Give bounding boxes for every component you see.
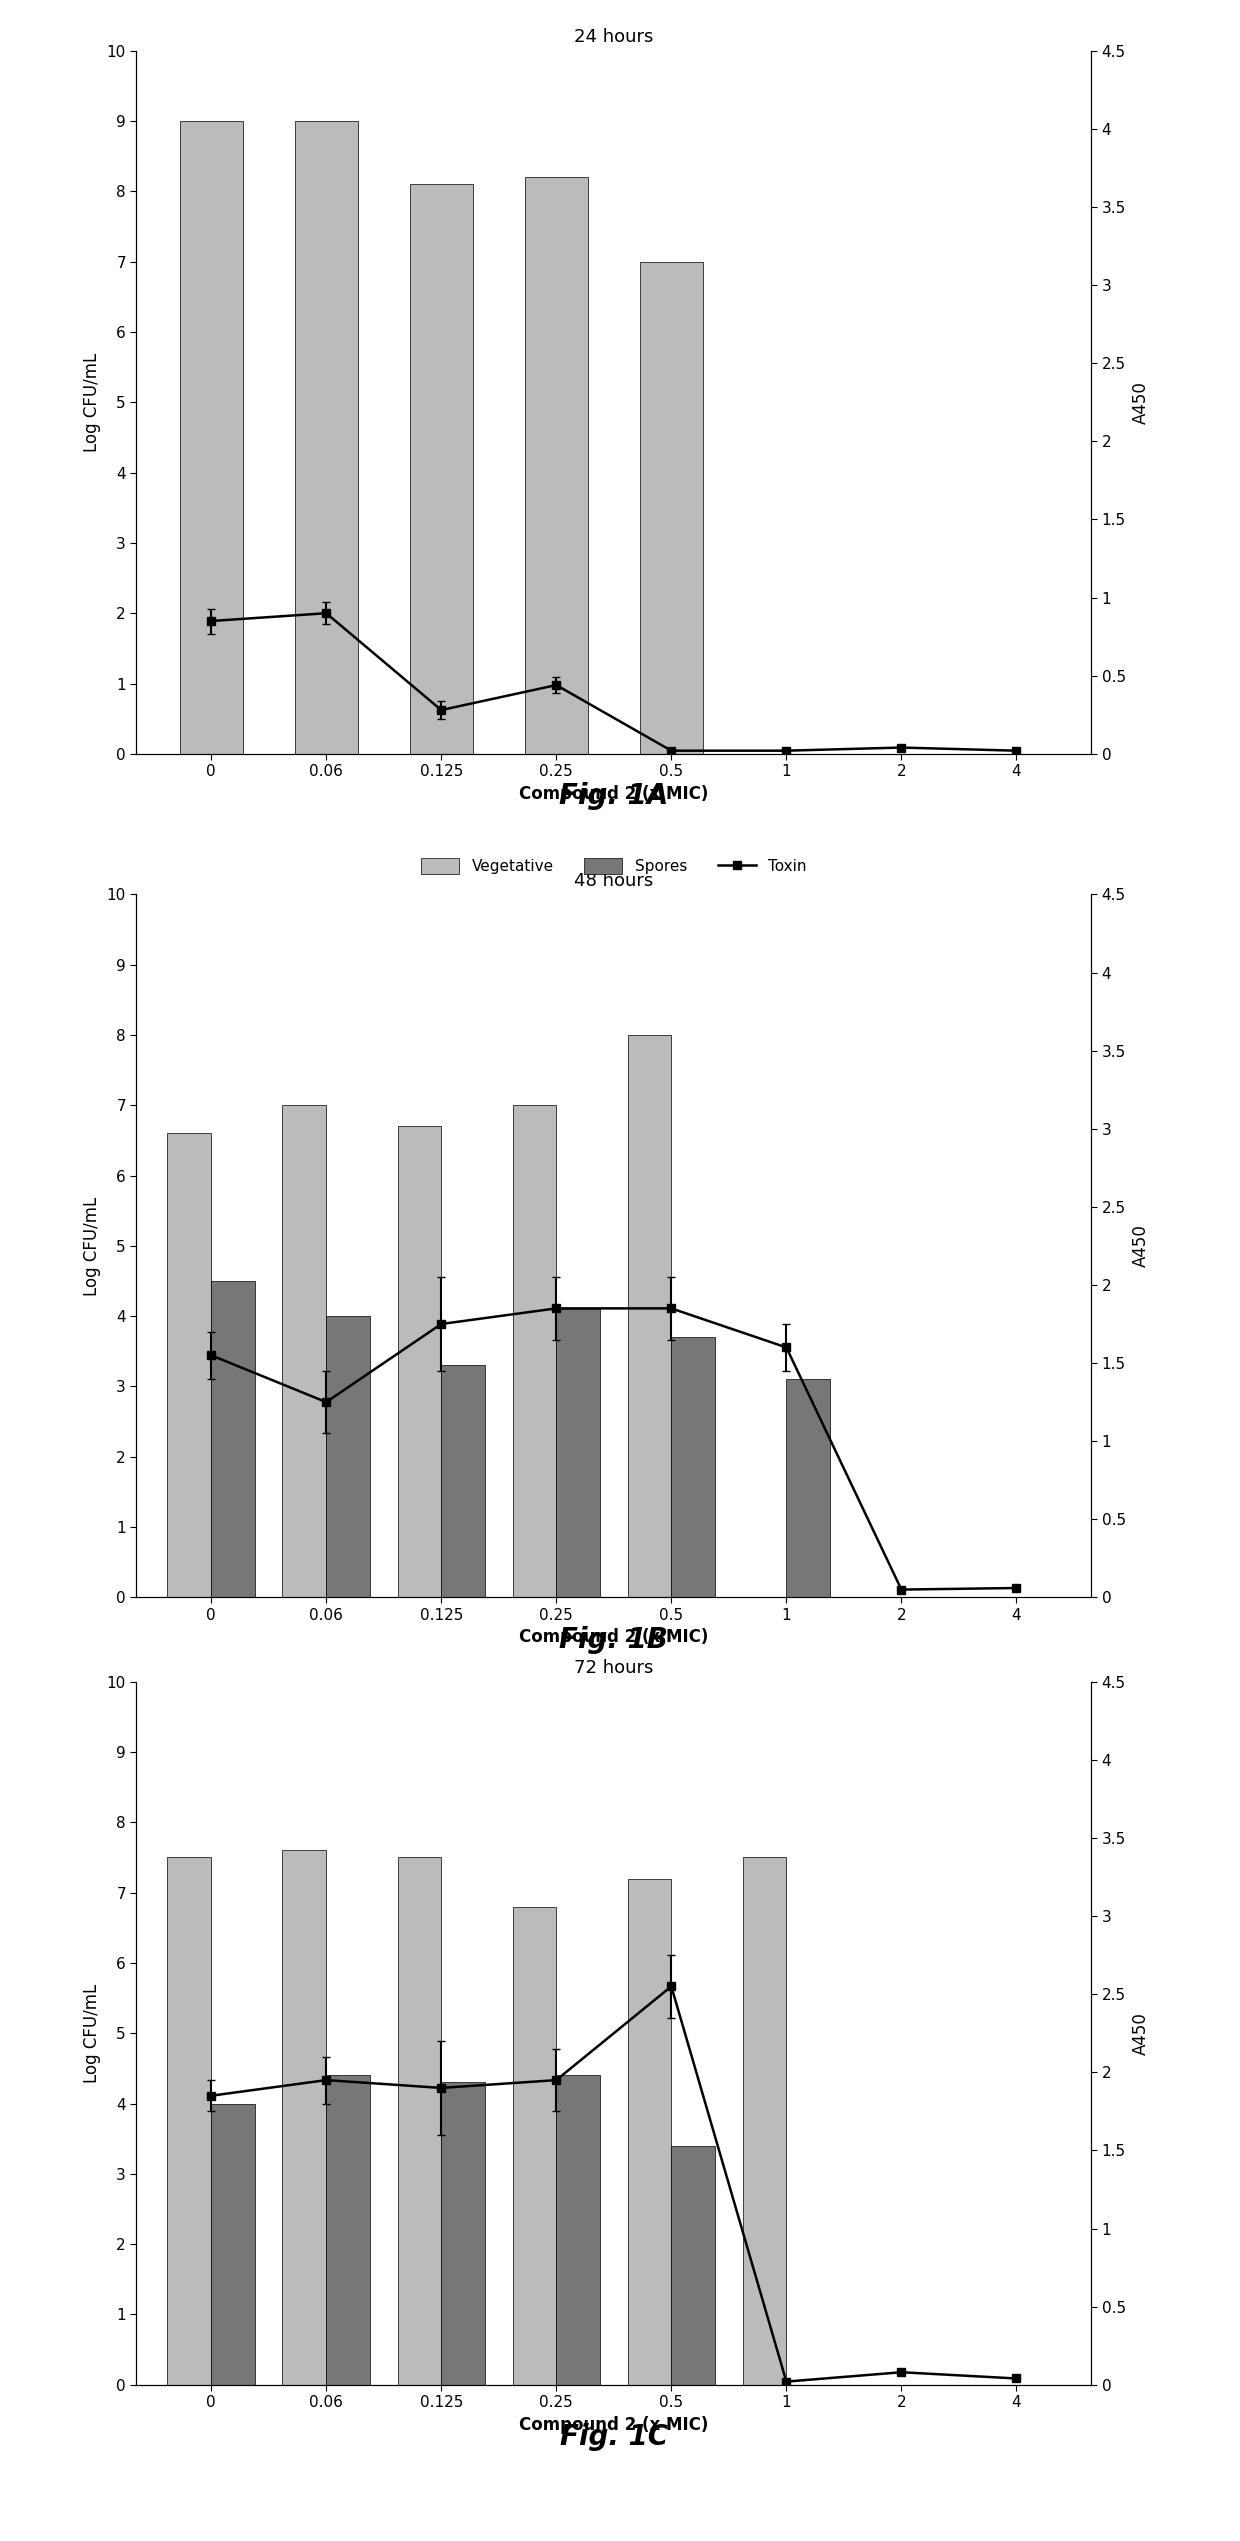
Bar bbox=[627, 1878, 671, 2386]
X-axis label: Compound 2 (x MIC): Compound 2 (x MIC) bbox=[520, 2416, 708, 2434]
Bar bbox=[557, 1309, 600, 1598]
Bar bbox=[512, 1105, 557, 1598]
Text: Fig. 1C: Fig. 1C bbox=[559, 2424, 668, 2452]
Bar bbox=[326, 2076, 370, 2386]
Bar bbox=[283, 1850, 326, 2386]
Bar bbox=[398, 1857, 441, 2386]
Y-axis label: A450: A450 bbox=[1131, 2012, 1149, 2056]
Bar bbox=[786, 1380, 830, 1598]
Bar bbox=[283, 1105, 326, 1598]
Y-axis label: Log CFU/mL: Log CFU/mL bbox=[83, 1197, 102, 1296]
Y-axis label: Log CFU/mL: Log CFU/mL bbox=[83, 1985, 102, 2084]
X-axis label: Compound 2 (x MIC): Compound 2 (x MIC) bbox=[520, 785, 708, 803]
Bar bbox=[211, 2104, 255, 2386]
Bar bbox=[441, 1365, 485, 1598]
Bar bbox=[525, 178, 588, 755]
Bar bbox=[167, 1133, 211, 1598]
Title: 48 hours: 48 hours bbox=[574, 872, 653, 889]
Bar bbox=[409, 185, 472, 755]
Y-axis label: A450: A450 bbox=[1131, 381, 1149, 424]
Bar bbox=[627, 1034, 671, 1598]
Bar bbox=[295, 122, 358, 755]
Bar bbox=[326, 1316, 370, 1598]
Bar bbox=[180, 122, 243, 755]
Title: 72 hours: 72 hours bbox=[574, 1659, 653, 1677]
Bar bbox=[512, 1906, 557, 2386]
Y-axis label: Log CFU/mL: Log CFU/mL bbox=[83, 353, 102, 452]
Text: Fig. 1A: Fig. 1A bbox=[559, 783, 668, 811]
Bar bbox=[671, 2145, 715, 2386]
Y-axis label: A450: A450 bbox=[1131, 1225, 1149, 1268]
Bar bbox=[640, 262, 703, 755]
Bar bbox=[211, 1281, 255, 1598]
Bar bbox=[441, 2084, 485, 2386]
Bar bbox=[398, 1126, 441, 1598]
Bar bbox=[671, 1337, 715, 1598]
Legend: Vegetative, Spores, Toxin: Vegetative, Spores, Toxin bbox=[417, 854, 811, 879]
Bar bbox=[557, 2076, 600, 2386]
Bar bbox=[167, 1857, 211, 2386]
X-axis label: Compound 2 (x MIC): Compound 2 (x MIC) bbox=[520, 1629, 708, 1647]
Title: 24 hours: 24 hours bbox=[574, 28, 653, 46]
Text: Fig. 1B: Fig. 1B bbox=[559, 1626, 668, 1654]
Bar bbox=[743, 1857, 786, 2386]
